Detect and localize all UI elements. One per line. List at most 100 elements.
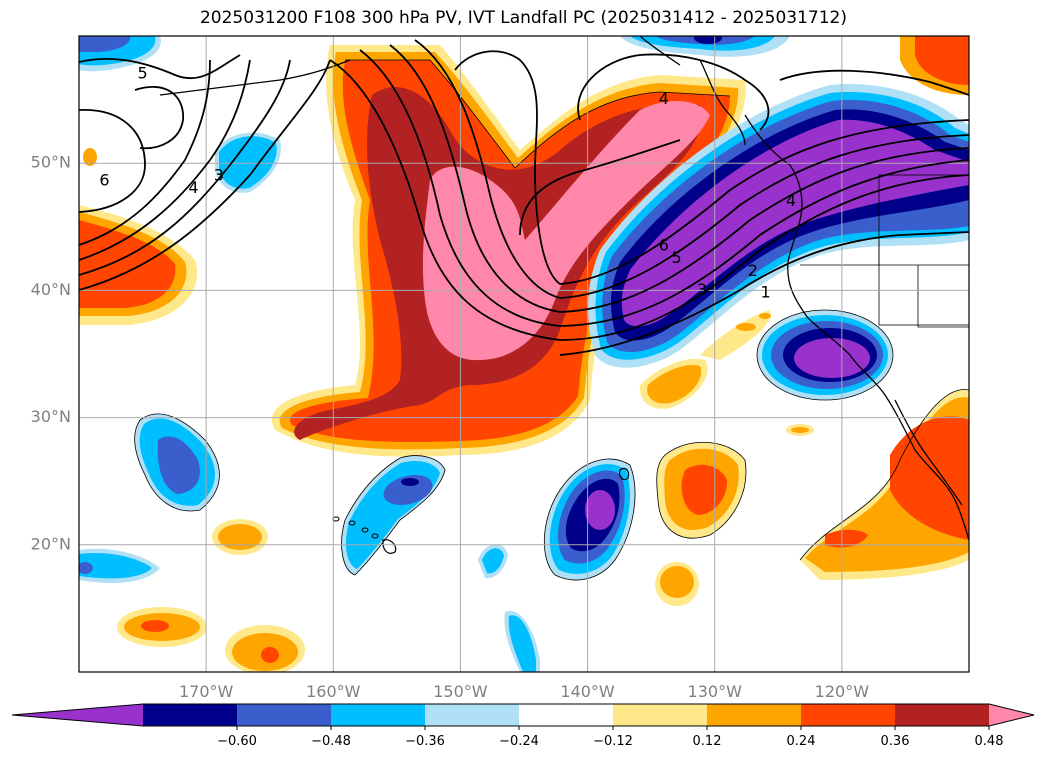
pv-fill-sub1-purple bbox=[585, 490, 615, 530]
pv-fill-sub4-royalblue bbox=[79, 562, 93, 574]
pv-fill-cell1-orangered bbox=[681, 464, 728, 515]
lon-label-4: 130°W bbox=[688, 682, 743, 701]
contour-label-5: 6 bbox=[659, 235, 669, 254]
ivt-contour-main-1 bbox=[329, 59, 969, 341]
state-borders-inner bbox=[800, 240, 969, 328]
pv-fill-gulf-cyan bbox=[219, 136, 277, 189]
colorbar-label-1: −0.48 bbox=[311, 734, 351, 749]
pv-fill-nw-royalblue bbox=[79, 36, 131, 52]
hawaii-islet-2 bbox=[361, 527, 369, 533]
lon-label-2: 150°W bbox=[433, 682, 488, 701]
ivt-contour-west-loop bbox=[79, 109, 146, 213]
pv-fill-sub6-cyan bbox=[508, 615, 536, 672]
ivt-contour-south-1 bbox=[559, 231, 969, 356]
pv-fill-sub2-royalblue bbox=[157, 436, 200, 494]
ivt-contour-west-1 bbox=[79, 59, 331, 291]
pv-fill-tiny-orange bbox=[83, 148, 97, 166]
pv-fill-cell7-orange bbox=[791, 427, 809, 433]
lat-label-2: 30°N bbox=[31, 407, 71, 426]
colorbar-frame bbox=[11, 703, 1035, 727]
colorbar-swatch-3 bbox=[425, 704, 520, 726]
pv-fill-west-orangered bbox=[79, 220, 176, 308]
pv-fill-sub3-navy bbox=[401, 478, 419, 486]
pv-outline-cell1 bbox=[656, 441, 747, 539]
ivt-contour-4-loop bbox=[577, 53, 770, 131]
contour-label-3: 3 bbox=[214, 165, 224, 184]
coastline-west-america bbox=[744, 114, 969, 541]
hawaii-island bbox=[382, 539, 397, 554]
pv-fill-baja-orangered2 bbox=[825, 529, 868, 548]
ivt-contour-west-4 bbox=[79, 59, 211, 246]
pv-outline-sub2 bbox=[134, 413, 220, 512]
coastline-baja-inner bbox=[894, 399, 963, 506]
colorbar-swatch-1 bbox=[237, 704, 332, 726]
lon-label-5: 120°W bbox=[815, 682, 870, 701]
pv-fill-cell3-orange bbox=[660, 566, 694, 598]
colorbar-extend-left bbox=[12, 704, 143, 726]
map-frame bbox=[78, 35, 970, 673]
pv-outline-low bbox=[756, 309, 894, 401]
ivt-contour-ne bbox=[779, 69, 969, 96]
lon-label-0: 170°W bbox=[179, 682, 234, 701]
colorbar-label-8: 0.48 bbox=[975, 734, 1004, 749]
colorbar-swatch-6 bbox=[707, 704, 802, 726]
colorbar-swatch-0 bbox=[143, 704, 238, 726]
ivt-contour-main-3 bbox=[389, 44, 969, 313]
colorbar-label-5: 0.12 bbox=[693, 734, 722, 749]
ivt-contour-west-2 bbox=[79, 59, 291, 276]
pv-outline-sub1 bbox=[543, 458, 636, 581]
pv-fill-streak-yellow bbox=[700, 310, 771, 360]
ivt-contour-north-5 bbox=[79, 54, 241, 80]
colorbar-label-3: −0.24 bbox=[499, 734, 539, 749]
contour-label-9: 1 bbox=[760, 282, 770, 301]
colorbar-label-2: −0.36 bbox=[405, 734, 445, 749]
ivt-contour-main-4 bbox=[414, 39, 969, 299]
colorbar-swatch-4 bbox=[519, 704, 614, 726]
pv-fill-sub3-royalblue bbox=[383, 475, 433, 505]
pv-fill-cell2-orange bbox=[647, 364, 702, 404]
colorbar-extend-right bbox=[989, 704, 1034, 726]
contour-label-4: 4 bbox=[659, 89, 669, 108]
colorbar-swatch-8 bbox=[895, 704, 990, 726]
hawaii-islet-3 bbox=[371, 533, 379, 539]
colorbar-swatch-2 bbox=[331, 704, 426, 726]
ivt-contour-west-3 bbox=[79, 59, 251, 261]
colorbar-swatch-7 bbox=[801, 704, 896, 726]
contour-label-1: 6 bbox=[99, 171, 109, 190]
ivt-contour-main-2 bbox=[359, 49, 969, 327]
lat-label-1: 40°N bbox=[31, 280, 71, 299]
hawaii-islet-1 bbox=[348, 520, 356, 526]
colorbar-label-4: −0.12 bbox=[593, 734, 633, 749]
pv-fill-ne-orangered bbox=[915, 36, 969, 85]
pv-outline-sub3 bbox=[341, 455, 446, 576]
lon-label-3: 140°W bbox=[560, 682, 615, 701]
contour-label-10: 4 bbox=[786, 191, 796, 210]
coastline-aleutians bbox=[159, 59, 351, 96]
pv-fill-streak-dot1 bbox=[736, 323, 756, 331]
pv-fill-sub4-cyan bbox=[79, 552, 152, 579]
pv-fill-low-purple bbox=[794, 338, 870, 378]
pv-fill-streak-dot2 bbox=[759, 313, 771, 319]
pv-fill-cell6-orangered bbox=[261, 647, 279, 663]
coastline-alaska-south bbox=[639, 36, 681, 66]
pv-fill-baja-orangered bbox=[890, 416, 969, 540]
contour-label-6: 5 bbox=[671, 248, 681, 267]
contour-label-7: 3 bbox=[697, 280, 707, 299]
pv-fill-north-navy bbox=[694, 36, 722, 44]
contour-label-0: 5 bbox=[137, 64, 147, 83]
coastline-alaska-panhandle bbox=[699, 59, 746, 146]
colorbar-swatch-5 bbox=[613, 704, 708, 726]
island-outline bbox=[619, 467, 630, 481]
colorbar-label-6: 0.24 bbox=[787, 734, 816, 749]
pv-fill-cell4-orange bbox=[218, 524, 262, 550]
ivt-contour-6-inner bbox=[519, 139, 681, 236]
pv-fill-sub5-cyan bbox=[482, 548, 504, 574]
colorbar-label-0: −0.60 bbox=[217, 734, 257, 749]
pv-fill-cell5-orangered bbox=[141, 620, 169, 632]
lon-label-1: 160°W bbox=[306, 682, 361, 701]
contour-label-8: 2 bbox=[748, 261, 758, 280]
pv-outline-ridge bbox=[345, 59, 731, 169]
chart-title: 2025031200 F108 300 hPa PV, IVT Landfall… bbox=[199, 8, 847, 28]
colorbar-label-7: 0.36 bbox=[881, 734, 910, 749]
